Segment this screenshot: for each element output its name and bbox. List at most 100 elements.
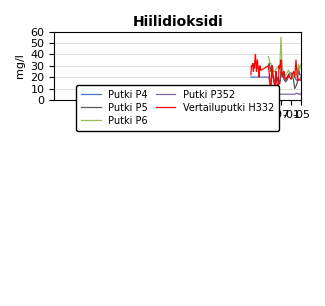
Putki P5: [298, 73, 302, 77]
Putki P5: [296, 66, 300, 70]
Putki P5: [282, 77, 286, 81]
Putki P5: [267, 62, 271, 65]
Vertailuputki H332: [303, 75, 307, 79]
Putki P352: [256, 90, 260, 94]
Putki P5: [280, 64, 284, 68]
Putki P352: [298, 92, 302, 96]
Legend: Putki P4, Putki P5, Putki P6, Putki P352, Vertailuputki H332: Putki P4, Putki P5, Putki P6, Putki P352…: [76, 85, 279, 131]
Putki P6: [293, 73, 297, 77]
Putki P352: [258, 90, 262, 94]
Putki P352: [274, 92, 278, 96]
Vertailuputki H332: [268, 89, 272, 93]
Putki P352: [300, 88, 304, 91]
Putki P352: [278, 92, 282, 96]
Title: Hiilidioksidi: Hiilidioksidi: [132, 15, 223, 29]
Putki P5: [273, 80, 277, 84]
Putki P5: [289, 73, 293, 77]
Putki P5: [268, 66, 272, 70]
Putki P5: [271, 75, 275, 79]
Putki P6: [295, 72, 299, 76]
Putki P6: [302, 58, 306, 62]
Putki P4: [279, 73, 283, 77]
Putki P6: [278, 67, 282, 71]
Putki P4: [249, 75, 253, 79]
Putki P352: [281, 92, 285, 96]
Putki P6: [275, 66, 279, 70]
Putki P6: [292, 75, 295, 79]
Putki P352: [299, 92, 303, 96]
Line: Putki P352: Putki P352: [251, 86, 305, 96]
Putki P6: [280, 69, 284, 73]
Putki P5: [284, 80, 288, 84]
Putki P6: [287, 69, 291, 72]
Putki P352: [303, 88, 307, 91]
Putki P6: [303, 58, 307, 62]
Putki P4: [303, 73, 307, 77]
Line: Putki P6: Putki P6: [268, 37, 305, 77]
Putki P5: [294, 84, 298, 88]
Vertailuputki H332: [254, 53, 257, 56]
Putki P4: [266, 75, 270, 79]
Vertailuputki H332: [254, 69, 258, 73]
Putki P352: [270, 94, 274, 97]
Putki P352: [290, 92, 294, 96]
Putki P352: [285, 92, 289, 96]
Putki P6: [284, 73, 288, 77]
Putki P6: [300, 66, 304, 70]
Putki P352: [271, 92, 275, 96]
Vertailuputki H332: [296, 79, 300, 82]
Putki P352: [253, 89, 257, 93]
Putki P6: [288, 71, 292, 74]
Putki P5: [292, 77, 295, 81]
Vertailuputki H332: [300, 77, 304, 81]
Putki P6: [279, 35, 283, 39]
Putki P5: [276, 77, 279, 81]
Putki P352: [275, 92, 279, 96]
Putki P4: [280, 69, 284, 73]
Putki P352: [293, 92, 297, 96]
Putki P5: [281, 75, 285, 79]
Putki P4: [283, 79, 287, 82]
Putki P6: [266, 55, 270, 58]
Putki P5: [275, 75, 279, 79]
Putki P6: [271, 69, 275, 73]
Putki P352: [295, 91, 299, 95]
Putki P352: [252, 90, 255, 94]
Putki P4: [269, 81, 273, 85]
Putki P6: [296, 63, 300, 66]
Putki P5: [276, 80, 280, 84]
Line: Putki P4: Putki P4: [251, 71, 305, 83]
Putki P352: [273, 94, 277, 97]
Putki P6: [283, 73, 287, 77]
Putki P5: [266, 64, 270, 68]
Putki P5: [278, 82, 282, 86]
Putki P352: [249, 89, 253, 93]
Putki P5: [293, 87, 297, 90]
Putki P352: [296, 92, 300, 96]
Putki P5: [274, 79, 278, 82]
Putki P5: [279, 58, 283, 62]
Putki P6: [269, 62, 273, 65]
Putki P5: [287, 73, 291, 77]
Putki P4: [290, 73, 294, 77]
Putki P6: [268, 61, 272, 64]
Putki P5: [272, 77, 276, 81]
Putki P6: [299, 62, 303, 65]
Putki P5: [279, 77, 282, 81]
Putki P352: [283, 92, 287, 96]
Putki P5: [281, 69, 285, 73]
Putki P5: [290, 75, 294, 79]
Putki P5: [302, 72, 306, 76]
Putki P352: [288, 92, 292, 96]
Putki P6: [281, 69, 285, 73]
Vertailuputki H332: [250, 65, 254, 69]
Putki P5: [288, 71, 292, 74]
Putki P352: [302, 88, 306, 91]
Putki P5: [270, 69, 274, 73]
Putki P6: [290, 75, 294, 79]
Putki P5: [269, 64, 273, 68]
Putki P5: [283, 79, 287, 82]
Putki P5: [303, 69, 307, 73]
Putki P5: [299, 73, 303, 77]
Vertailuputki H332: [274, 69, 278, 73]
